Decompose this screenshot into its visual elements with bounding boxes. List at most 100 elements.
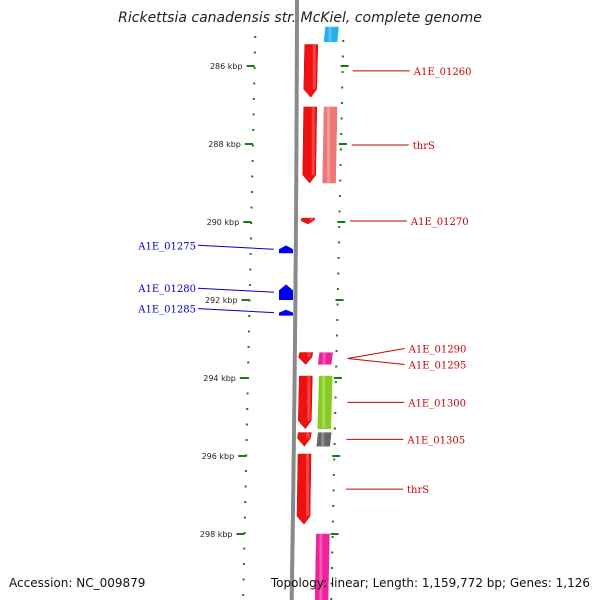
gene-arrow-reverse bbox=[279, 284, 293, 300]
gene-label: A1E_01260 bbox=[413, 67, 472, 78]
feature-highlight bbox=[322, 352, 326, 365]
feature-block bbox=[322, 106, 338, 184]
tick-mark-right bbox=[335, 299, 344, 301]
guide-dot bbox=[244, 485, 247, 488]
guide-dot bbox=[247, 346, 250, 348]
guide-dot bbox=[250, 191, 253, 193]
gene-label: A1E_01290 bbox=[408, 345, 467, 356]
guide-dot bbox=[332, 505, 335, 507]
gene-arrow-shine bbox=[311, 106, 315, 175]
guide-dot bbox=[341, 71, 344, 73]
guide-dot bbox=[251, 175, 254, 178]
guide-dot bbox=[254, 36, 257, 38]
feature-highlight bbox=[322, 376, 326, 429]
guide-dot bbox=[335, 365, 338, 368]
guide-dot bbox=[246, 377, 249, 379]
right-dotted-guide bbox=[330, 40, 345, 600]
tick-mark-right bbox=[337, 221, 346, 223]
gene-label: A1E_01300 bbox=[407, 398, 466, 409]
guide-dot bbox=[244, 501, 247, 503]
gene-leader-line bbox=[197, 244, 275, 250]
gene-label: A1E_01295 bbox=[408, 361, 467, 372]
left-dotted-guide bbox=[242, 36, 257, 596]
guide-dot bbox=[246, 392, 249, 395]
guide-dot bbox=[334, 381, 337, 383]
guide-dot bbox=[247, 330, 250, 333]
guide-dot bbox=[249, 268, 252, 271]
guide-dot bbox=[243, 516, 246, 519]
tick-label: 286 kbp bbox=[210, 62, 243, 71]
guide-dot bbox=[332, 489, 335, 492]
feature-highlight bbox=[327, 106, 331, 183]
guide-dot bbox=[249, 253, 252, 255]
gene-arrow-shine bbox=[307, 352, 311, 358]
guide-dot bbox=[339, 148, 342, 151]
accession-label: Accession: NC_009879 bbox=[9, 576, 146, 590]
gene-labels: A1E_01260 thrS A1E_01270 A1E_01275 A1E_01280… bbox=[137, 67, 471, 496]
gene-arrow-shine bbox=[307, 376, 311, 421]
guide-dot bbox=[330, 598, 333, 600]
gene-leader-line bbox=[197, 287, 275, 293]
feature-highlight bbox=[328, 27, 332, 42]
tick-mark-right bbox=[330, 533, 339, 535]
tick-mark-right bbox=[332, 455, 341, 457]
guide-dot bbox=[253, 82, 256, 85]
guide-dot bbox=[336, 288, 339, 290]
tick-label: 296 kbp bbox=[202, 452, 235, 461]
guide-dot bbox=[333, 427, 336, 430]
guide-dot bbox=[330, 567, 333, 569]
guide-dot bbox=[334, 412, 337, 414]
guide-dot bbox=[331, 536, 334, 538]
genome-backbone bbox=[289, 0, 299, 600]
gene-label: A1E_01275 bbox=[137, 241, 196, 252]
guide-dot bbox=[246, 408, 249, 410]
guide-dot bbox=[336, 303, 339, 306]
guide-dot bbox=[248, 284, 251, 286]
guide-dot bbox=[330, 582, 333, 585]
guide-dot bbox=[339, 164, 342, 166]
guide-dot bbox=[243, 547, 246, 550]
guide-dot bbox=[340, 117, 343, 120]
tick-mark-left bbox=[236, 533, 245, 535]
guide-dot bbox=[336, 319, 339, 321]
guide-dot bbox=[245, 423, 248, 426]
feature-highlight bbox=[319, 534, 323, 600]
tick-mark-left bbox=[241, 299, 250, 301]
guide-dot bbox=[242, 563, 245, 565]
guide-dot bbox=[253, 51, 256, 54]
guide-dot bbox=[331, 551, 334, 554]
guide-dot bbox=[335, 334, 338, 337]
gene-label: thrS bbox=[413, 141, 435, 152]
gene-arrow-reverse bbox=[279, 309, 293, 316]
guide-dot bbox=[340, 133, 343, 135]
gene-arrow-shine bbox=[306, 454, 310, 517]
tick-mark-left bbox=[246, 65, 255, 67]
guide-dot bbox=[253, 67, 256, 69]
feature-block bbox=[323, 26, 339, 43]
guide-dot bbox=[337, 241, 340, 244]
gene-leader-line bbox=[347, 358, 405, 365]
guide-dot bbox=[333, 443, 336, 445]
guide-dot bbox=[248, 299, 251, 302]
gene-leader-line bbox=[197, 308, 275, 314]
tick-mark-left bbox=[243, 221, 252, 223]
gene-label: thrS bbox=[407, 485, 429, 496]
feature-highlight bbox=[321, 432, 325, 447]
gene-arrow-shine bbox=[309, 218, 313, 221]
guide-dot bbox=[251, 160, 254, 162]
tick-mark-right bbox=[338, 143, 347, 145]
gene-label: A1E_01305 bbox=[406, 435, 465, 446]
guide-dot bbox=[333, 458, 336, 461]
guide-dot bbox=[252, 98, 255, 100]
guide-dot bbox=[251, 144, 254, 147]
guide-dot bbox=[337, 272, 340, 275]
map-title: Rickettsia canadensis str. McKiel, compl… bbox=[118, 10, 482, 26]
guide-dot bbox=[249, 237, 252, 240]
tick-mark-left bbox=[238, 455, 247, 457]
guide-dot bbox=[341, 55, 344, 58]
guide-dot bbox=[335, 350, 338, 352]
guide-dot bbox=[245, 454, 248, 457]
feature-block bbox=[317, 352, 333, 365]
gene-leader-line bbox=[347, 348, 405, 359]
